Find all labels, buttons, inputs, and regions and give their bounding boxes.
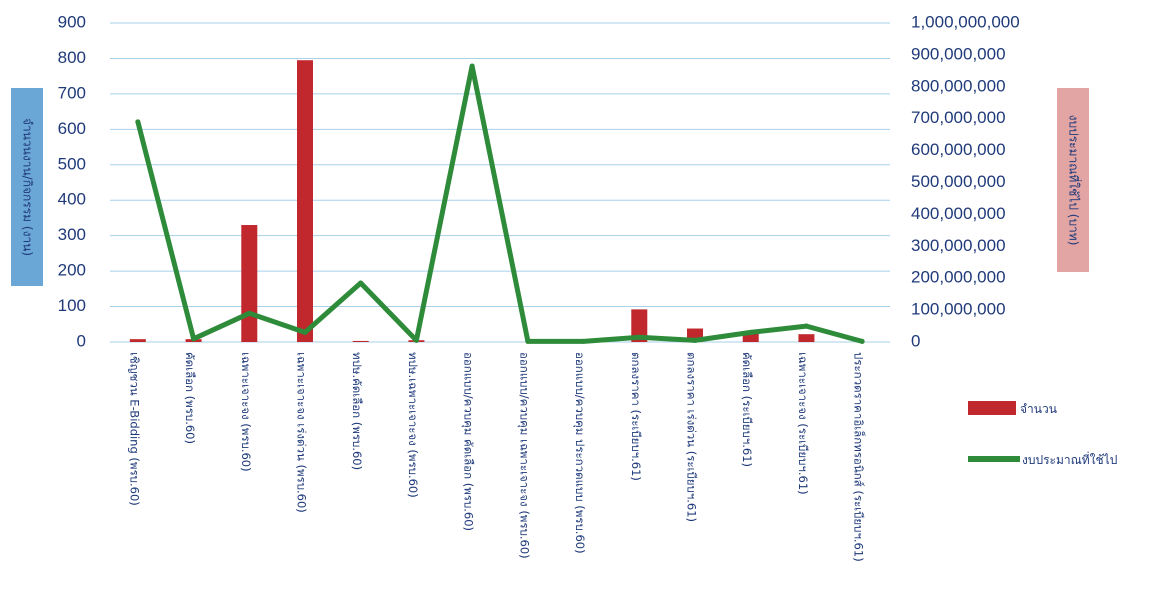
category-label: คัดเลือก (พรบ.60) bbox=[183, 352, 197, 444]
category-label: ออกแบบ/ควบคุม เฉพาะเจาะจง (พรบ.60) bbox=[517, 352, 531, 559]
category-label: ตกลงราคา เร่งด่วน (ระเบียบฯ.61) bbox=[685, 352, 699, 522]
legend-label-line: งบประมาณที่ใช้ไป bbox=[1022, 451, 1117, 467]
line-point bbox=[191, 336, 197, 342]
left-tick-label: 0 bbox=[77, 331, 86, 350]
category-labels: เชิญชวน E-Bidding (พรบ.60) คัดเลือก (พรบ.… bbox=[127, 352, 866, 562]
category-label: ทปษ.คัดเลือก (พรบ.60) bbox=[350, 352, 364, 470]
left-tick-label: 300 bbox=[58, 225, 86, 244]
category-label: คัดเลือก (ระเบียบฯ.61) bbox=[740, 352, 754, 467]
bar bbox=[241, 225, 258, 342]
legend-label-bar: จำนวน bbox=[1020, 402, 1057, 416]
left-tick-label: 700 bbox=[58, 83, 86, 102]
category-label: เชิญชวน E-Bidding (พรบ.60) bbox=[127, 352, 141, 506]
category-label: เฉพาะเจาะจง เร่งด่วน (พรบ.60) bbox=[295, 352, 309, 513]
right-axis-label: งบประมาณที่ใช้ไป (บาท) bbox=[1067, 115, 1083, 246]
left-tick-label: 100 bbox=[58, 296, 86, 315]
right-tick-label: 600,000,000 bbox=[911, 140, 1006, 159]
bar bbox=[352, 340, 369, 342]
bar bbox=[631, 309, 648, 342]
line-point bbox=[358, 280, 364, 286]
left-axis-ticks: 0 100 200 300 400 500 600 700 800 900 bbox=[58, 12, 86, 350]
category-label: เฉพาะเจาะจง (พรบ.60) bbox=[239, 352, 253, 472]
right-tick-label: 0 bbox=[911, 331, 920, 350]
line-point bbox=[525, 338, 531, 344]
right-tick-label: 800,000,000 bbox=[911, 76, 1006, 95]
line-point bbox=[859, 338, 865, 344]
line-point bbox=[302, 329, 308, 335]
budget-line bbox=[135, 63, 865, 344]
left-tick-label: 900 bbox=[58, 12, 86, 31]
line-point bbox=[748, 329, 754, 335]
legend-swatch-bar bbox=[968, 401, 1016, 415]
category-label: ตกลงราคา (ระเบียบฯ.61) bbox=[629, 352, 643, 481]
left-axis-label: จำนวนงาน/กิจกรรม (งาน) bbox=[21, 118, 35, 256]
left-tick-label: 500 bbox=[58, 154, 86, 173]
bar bbox=[129, 339, 146, 342]
line-point bbox=[803, 323, 809, 329]
right-axis-label-box: งบประมาณที่ใช้ไป (บาท) bbox=[1057, 88, 1089, 272]
category-label: ออกแบบ/ควบคุม ประกวดแบบ (พรบ.60) bbox=[573, 352, 587, 554]
line-point bbox=[246, 310, 252, 316]
right-tick-label: 700,000,000 bbox=[911, 108, 1006, 127]
right-tick-label: 500,000,000 bbox=[911, 172, 1006, 191]
right-tick-label: 100,000,000 bbox=[911, 300, 1006, 319]
line-point bbox=[581, 338, 587, 344]
left-tick-label: 600 bbox=[58, 119, 86, 138]
category-label: ทปษ.เฉพาะเจาะจง (พรบ.60) bbox=[406, 352, 420, 498]
category-label: ประกวดราคาอิเล็กทรอนิกส์ (ระเบียบฯ.61) bbox=[852, 352, 867, 562]
right-tick-label: 900,000,000 bbox=[911, 44, 1006, 63]
bar bbox=[798, 334, 815, 342]
left-tick-label: 200 bbox=[58, 261, 86, 280]
line-point bbox=[469, 63, 475, 69]
right-axis-ticks: 0 100,000,000 200,000,000 300,000,000 400,00… bbox=[911, 12, 1020, 350]
right-tick-label: 400,000,000 bbox=[911, 204, 1006, 223]
bar bbox=[742, 333, 759, 342]
bar-series bbox=[129, 60, 815, 342]
line-point bbox=[692, 337, 698, 343]
right-tick-label: 200,000,000 bbox=[911, 268, 1006, 287]
left-axis-label-box: จำนวนงาน/กิจกรรม (งาน) bbox=[11, 88, 43, 286]
left-tick-label: 400 bbox=[58, 190, 86, 209]
bar bbox=[297, 60, 313, 342]
right-tick-label: 300,000,000 bbox=[911, 236, 1006, 255]
line-point bbox=[636, 334, 642, 340]
line-point bbox=[135, 119, 141, 125]
legend: จำนวน งบประมาณที่ใช้ไป bbox=[968, 401, 1117, 467]
category-label: ออกแบบ/ควบคุม คัดเลือก (พรบ.60) bbox=[462, 352, 476, 531]
left-tick-label: 800 bbox=[58, 48, 86, 67]
category-label: เฉพาะเจาะจง (ระเบียบฯ.61) bbox=[796, 352, 810, 495]
line-point bbox=[413, 337, 419, 343]
gridlines bbox=[110, 22, 890, 343]
line-series bbox=[135, 63, 865, 344]
right-tick-label: 1,000,000,000 bbox=[911, 12, 1020, 31]
